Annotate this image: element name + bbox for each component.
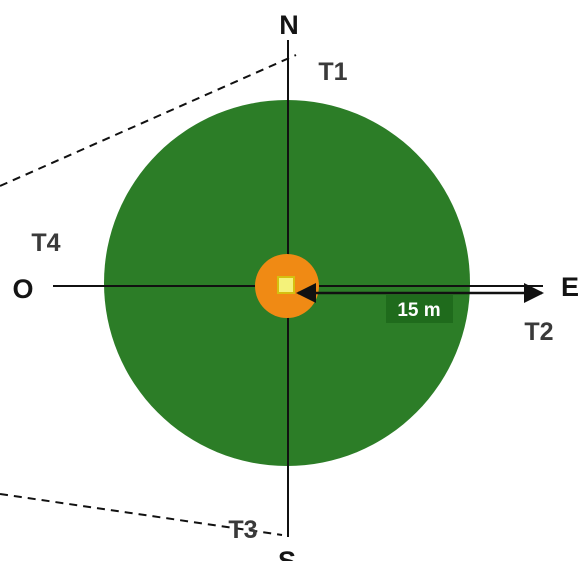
distance-label: 15 m [397, 300, 440, 321]
transect-t2-label: T2 [524, 318, 553, 346]
south-label: S [278, 546, 296, 561]
distance-label-box [386, 295, 453, 323]
east-label: E [561, 272, 579, 302]
dashed-line-upper [0, 54, 297, 187]
dashed-line-lower [0, 493, 283, 536]
center-marker [277, 276, 295, 294]
west-label: O [12, 274, 33, 304]
transect-t3-label: T3 [228, 516, 257, 544]
transect-t4-label: T4 [31, 229, 60, 257]
north-label: N [279, 10, 299, 40]
transect-t1-label: T1 [318, 58, 347, 86]
